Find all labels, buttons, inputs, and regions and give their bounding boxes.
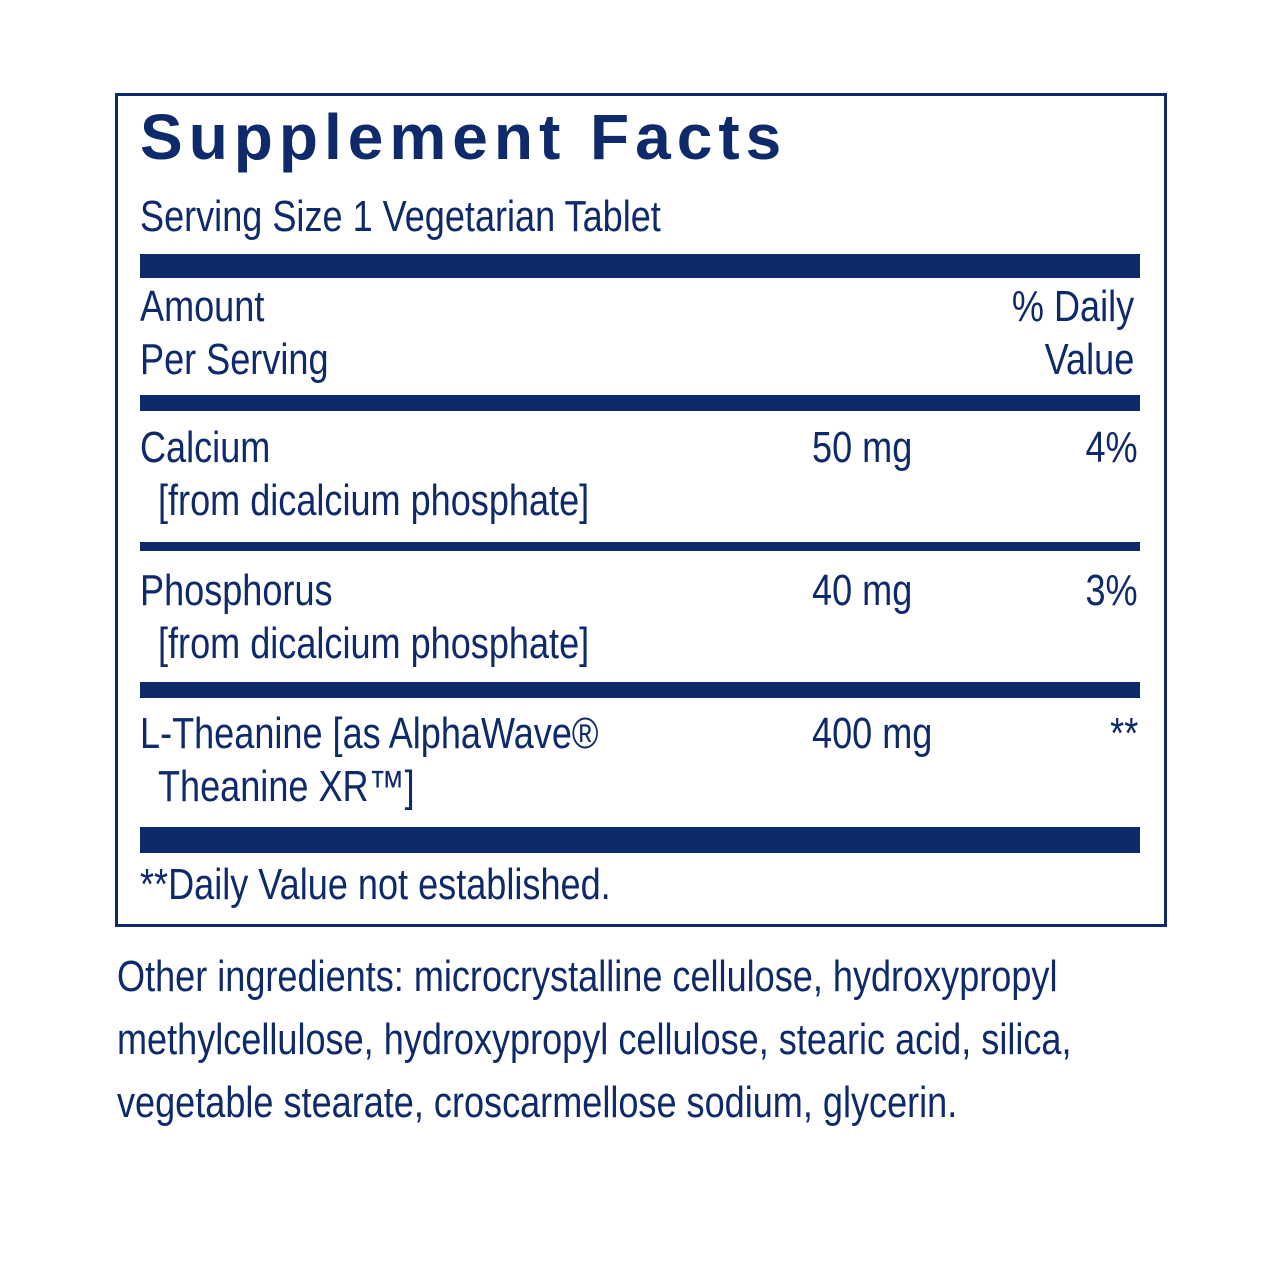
amount-header-2: Per Serving	[140, 335, 329, 384]
divider-thin	[140, 542, 1140, 551]
footnote: **Daily Value not established.	[140, 860, 611, 909]
nutrient-name: Calcium	[140, 423, 271, 472]
panel-title: Supplement Facts	[140, 101, 788, 173]
nutrient-dv: **	[1109, 709, 1138, 758]
nutrient-source: [from dicalcium phosphate]	[158, 476, 590, 525]
nutrient-amount: 40 mg	[812, 566, 913, 615]
nutrient-source: Theanine XR™]	[158, 762, 415, 811]
nutrient-dv: 3%	[1085, 566, 1138, 615]
dv-header-2: Value	[1044, 335, 1134, 384]
nutrient-name: L-Theanine [as AlphaWave®	[140, 709, 599, 758]
nutrient-dv: 4%	[1085, 423, 1138, 472]
supplement-facts-panel	[115, 93, 1167, 927]
divider-medium	[140, 682, 1140, 698]
divider-medium	[140, 395, 1140, 411]
divider-thick	[140, 827, 1140, 853]
divider-thick	[140, 254, 1140, 278]
nutrient-source: [from dicalcium phosphate]	[158, 619, 590, 668]
amount-header: Amount	[140, 282, 265, 331]
nutrient-amount: 400 mg	[812, 709, 933, 758]
dv-header: % Daily	[1011, 282, 1134, 331]
other-ingredients: Other ingredients: microcrystalline cell…	[117, 952, 1072, 1127]
nutrient-name: Phosphorus	[140, 566, 333, 615]
nutrient-amount: 50 mg	[812, 423, 913, 472]
serving-size: Serving Size 1 Vegetarian Tablet	[140, 192, 661, 241]
